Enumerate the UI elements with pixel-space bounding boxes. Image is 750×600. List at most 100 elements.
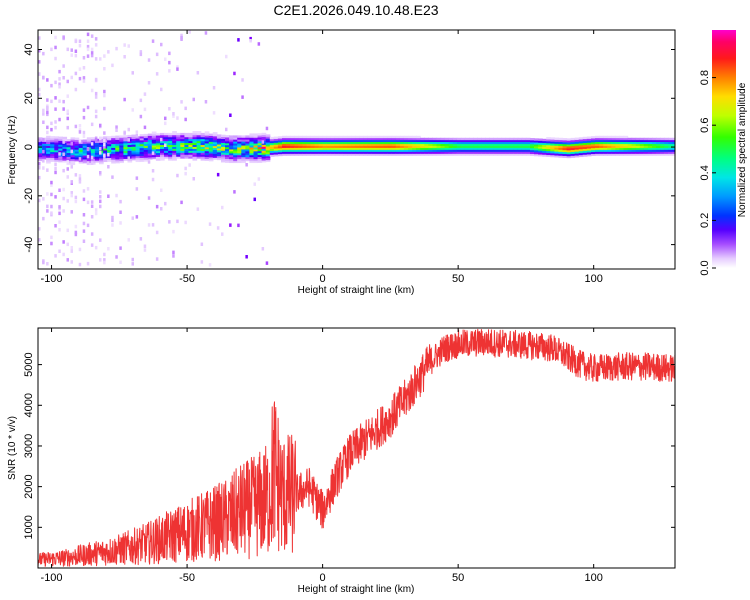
heatmap-cell	[342, 151, 348, 154]
heatmap-cell	[534, 144, 539, 147]
heatmap-speckle	[111, 63, 114, 68]
heatmap-cell	[375, 149, 381, 152]
heatmap-speckle	[82, 108, 86, 112]
heatmap-speckle	[99, 57, 102, 61]
heatmap-cell	[151, 135, 157, 138]
heatmap-speckle	[86, 147, 90, 152]
heatmap-speckle	[233, 71, 236, 76]
heatmap-cell	[566, 155, 572, 159]
heatmap-cell	[249, 143, 255, 146]
heatmap-cell	[225, 144, 230, 148]
heatmap-cell	[245, 158, 251, 162]
heatmap-cell	[643, 153, 649, 156]
heatmap-cell	[172, 154, 177, 157]
heatmap-speckle	[78, 39, 82, 43]
heatmap-cell	[635, 153, 641, 156]
heatmap-cell	[672, 139, 675, 143]
heatmap-cell	[448, 151, 454, 154]
heatmap-cell	[290, 149, 295, 152]
heatmap-cell	[416, 151, 421, 154]
heatmap-speckle	[82, 189, 86, 193]
heatmap-cell	[367, 151, 372, 154]
heatmap-cell	[338, 147, 344, 150]
heatmap-cell	[517, 139, 523, 143]
heatmap-cell	[208, 141, 214, 144]
heatmap-cell	[221, 140, 226, 143]
heatmap-cell	[550, 147, 555, 150]
heatmap-cell	[586, 150, 592, 153]
heatmap-speckle	[38, 162, 41, 166]
heatmap-cell	[367, 145, 372, 148]
heatmap-cell	[74, 137, 80, 140]
colorbar: 0.00.20.40.60.8 Normalized spectral ampl…	[699, 30, 748, 276]
heatmap-speckle	[90, 34, 94, 38]
heatmap-cell	[477, 147, 482, 150]
heatmap-cell	[131, 134, 137, 137]
heatmap-cell	[94, 152, 100, 155]
heatmap-cell	[570, 147, 576, 151]
heatmap-cell	[473, 145, 478, 148]
heatmap-cell	[456, 151, 462, 154]
heatmap-speckle	[265, 261, 269, 265]
heatmap-cell	[469, 149, 474, 152]
heatmap-speckle	[135, 176, 139, 180]
heatmap-speckle	[139, 52, 143, 57]
heatmap-cell	[314, 139, 320, 143]
heatmap-cell	[111, 139, 116, 143]
heatmap-cell	[428, 153, 433, 156]
heatmap-cell	[509, 147, 515, 150]
heatmap-cell	[330, 141, 336, 145]
heatmap-cell	[176, 134, 181, 138]
heatmap-cell	[257, 137, 263, 140]
heatmap-cell	[578, 148, 584, 152]
heatmap-cell	[338, 135, 344, 139]
heatmap-cell	[212, 145, 218, 149]
heatmap-cell	[424, 143, 429, 146]
heatmap-cell	[94, 140, 100, 144]
heatmap-cell	[131, 154, 137, 157]
heatmap-cell	[139, 155, 145, 158]
heatmap-cell	[192, 154, 198, 157]
heatmap-speckle	[38, 175, 41, 180]
heatmap-cell	[383, 139, 389, 143]
heatmap-cell	[408, 143, 413, 146]
heatmap-cell	[383, 149, 389, 152]
heatmap-cell	[131, 146, 137, 149]
heatmap-cell	[147, 139, 153, 142]
heatmap-cell	[586, 146, 592, 149]
heatmap-cell	[399, 153, 405, 156]
heatmap-cell	[253, 147, 259, 150]
heatmap-cell	[249, 151, 255, 154]
heatmap-cell	[338, 139, 344, 143]
heatmap-cell	[363, 137, 368, 141]
heatmap-cell	[505, 139, 511, 143]
heatmap-speckle	[143, 244, 147, 248]
heatmap-cell	[635, 143, 641, 146]
heatmap-cell	[485, 151, 490, 154]
heatmap-cell	[534, 151, 539, 155]
heatmap-cell	[387, 141, 393, 145]
heatmap-cell	[448, 153, 454, 156]
heatmap-cell	[241, 135, 246, 138]
heatmap-cell	[269, 136, 275, 140]
heatmap-cell	[375, 141, 381, 145]
heatmap-speckle	[38, 227, 41, 231]
heatmap-cell	[582, 142, 588, 146]
heatmap-cell	[196, 131, 202, 134]
heatmap-cell	[241, 152, 246, 156]
heatmap-speckle	[66, 167, 69, 171]
heatmap-cell	[408, 151, 413, 154]
heatmap-cell	[367, 135, 372, 139]
heatmap-cell	[261, 152, 267, 155]
heatmap-speckle	[42, 120, 45, 124]
heatmap-cell	[359, 137, 364, 141]
heatmap-cell	[318, 151, 324, 154]
heatmap-cell	[464, 153, 470, 156]
heatmap-cell	[253, 158, 259, 162]
heatmap-cell	[574, 153, 580, 156]
heatmap-cell	[326, 137, 332, 141]
heatmap-speckle	[172, 229, 175, 234]
heatmap-speckle	[155, 72, 159, 76]
heatmap-cell	[668, 143, 673, 146]
heatmap-cell	[517, 151, 523, 154]
